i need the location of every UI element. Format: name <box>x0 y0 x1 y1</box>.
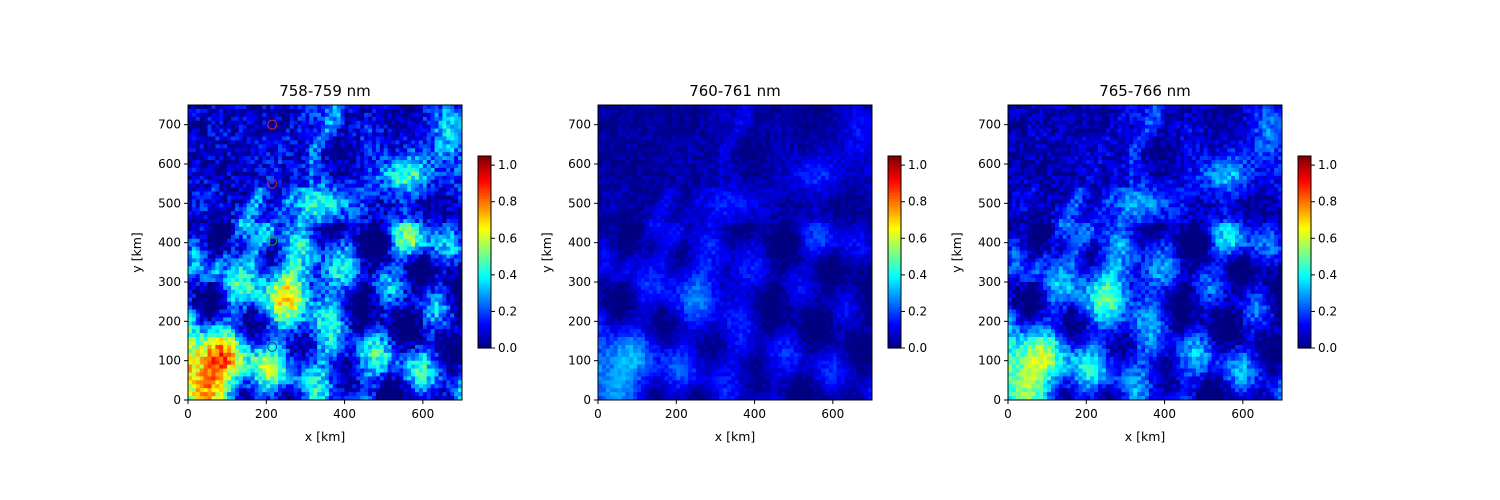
colorbar-tick-label: 0.8 <box>908 195 927 209</box>
colorbar-tick-label: 0.0 <box>908 341 927 355</box>
y-tick-label: 200 <box>568 314 591 328</box>
x-tick-label: 0 <box>1004 407 1012 421</box>
x-tick-label: 0 <box>594 407 602 421</box>
y-axis-label: y [km] <box>539 232 554 273</box>
colorbar-tick-label: 0.8 <box>498 195 517 209</box>
y-tick-label: 100 <box>568 354 591 368</box>
panel-760-761: 760-761 nm 0 200 400 600 0 100 200 300 400 500 600 7… <box>539 82 927 444</box>
marker-circle <box>267 235 278 246</box>
y-axis-label: y [km] <box>129 232 144 273</box>
colorbar-tick-label: 0.6 <box>498 231 517 245</box>
marker-circle <box>267 178 278 189</box>
colorbar-tick-label: 0.2 <box>908 304 927 318</box>
colorbar-tick-label: 0.2 <box>1318 304 1337 318</box>
y-tick-label: 700 <box>568 118 591 132</box>
y-tick-label: 200 <box>978 314 1001 328</box>
y-tick-label: 600 <box>158 157 181 171</box>
heatmap-image <box>598 105 873 401</box>
x-axis-label: x [km] <box>305 429 346 444</box>
x-tick-label: 400 <box>743 407 766 421</box>
y-tick-label: 0 <box>993 393 1001 407</box>
y-tick-label: 0 <box>583 393 591 407</box>
marker-circle <box>267 341 278 352</box>
axes-frame <box>597 104 873 401</box>
x-axis-label: x [km] <box>1125 429 1166 444</box>
colorbar-tick-label: 1.0 <box>498 158 517 172</box>
x-tick-label: 0 <box>184 407 192 421</box>
y-tick-label: 100 <box>978 354 1001 368</box>
x-tick-label: 400 <box>333 407 356 421</box>
colorbar-tick-label: 0.0 <box>498 341 517 355</box>
colorbar-tick-label: 0.4 <box>908 268 927 282</box>
y-tick-label: 600 <box>568 157 591 171</box>
panel-758-759: 758-759 nm 0 200 400 600 0 100 200 300 400 500 600 7… <box>129 82 517 444</box>
y-axis-label: y [km] <box>949 232 964 273</box>
colorbar <box>1297 155 1312 349</box>
y-tick-label: 400 <box>978 236 1001 250</box>
colorbar-tick-label: 0.6 <box>908 231 927 245</box>
y-tick-label: 0 <box>173 393 181 407</box>
panel-765-766: 765-766 nm 0 200 400 600 0 100 200 300 400 500 600 7… <box>949 82 1337 444</box>
panel-title: 758-759 nm <box>279 82 371 100</box>
colorbar-tick-label: 0.4 <box>498 268 517 282</box>
x-tick-label: 200 <box>1075 407 1098 421</box>
marker-circle <box>267 119 278 130</box>
y-tick-label: 600 <box>978 157 1001 171</box>
x-tick-label: 600 <box>1231 407 1254 421</box>
axes-frame <box>1007 104 1283 401</box>
y-tick-label: 400 <box>158 236 181 250</box>
y-tick-label: 700 <box>158 118 181 132</box>
heatmap-image <box>188 105 463 401</box>
axes-frame <box>187 104 463 401</box>
panel-title: 765-766 nm <box>1099 82 1191 100</box>
y-tick-label: 500 <box>978 196 1001 210</box>
colorbar-tick-label: 1.0 <box>1318 158 1337 172</box>
y-tick-label: 300 <box>978 275 1001 289</box>
y-tick-label: 300 <box>158 275 181 289</box>
y-tick-label: 500 <box>158 196 181 210</box>
heatmap-image <box>1008 105 1283 401</box>
x-tick-label: 200 <box>665 407 688 421</box>
colorbar-tick-label: 0.0 <box>1318 341 1337 355</box>
x-axis-label: x [km] <box>715 429 756 444</box>
colorbar <box>887 155 902 349</box>
y-tick-label: 400 <box>568 236 591 250</box>
y-tick-label: 300 <box>568 275 591 289</box>
x-tick-label: 600 <box>821 407 844 421</box>
colorbar-tick-label: 1.0 <box>908 158 927 172</box>
x-tick-label: 600 <box>411 407 434 421</box>
panel-title: 760-761 nm <box>689 82 781 100</box>
colorbar-tick-label: 0.8 <box>1318 195 1337 209</box>
y-tick-label: 700 <box>978 118 1001 132</box>
x-tick-label: 200 <box>255 407 278 421</box>
y-tick-label: 200 <box>158 314 181 328</box>
colorbar <box>477 155 492 349</box>
x-tick-label: 400 <box>1153 407 1176 421</box>
y-tick-label: 100 <box>158 354 181 368</box>
colorbar-tick-label: 0.2 <box>498 304 517 318</box>
colorbar-tick-label: 0.6 <box>1318 231 1337 245</box>
y-tick-label: 500 <box>568 196 591 210</box>
colorbar-tick-label: 0.4 <box>1318 268 1337 282</box>
